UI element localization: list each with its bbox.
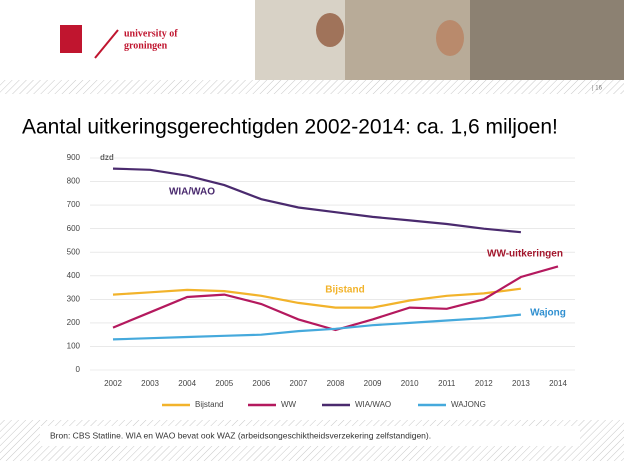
y-tick-label: 700: [67, 200, 81, 209]
chart-title: Aantal uitkeringsgerechtigden 2002-2014:…: [22, 116, 558, 139]
legend-label: WAJONG: [451, 400, 486, 409]
y-tick-label: 400: [67, 271, 81, 280]
x-tick-label: 2014: [549, 379, 567, 388]
logo-shield: [60, 25, 82, 53]
annotation: WIA/WAO: [169, 187, 215, 198]
x-tick-label: 2003: [141, 379, 159, 388]
y-tick-label: 500: [67, 247, 81, 256]
x-tick-label: 2005: [215, 379, 233, 388]
x-tick-label: 2002: [104, 379, 122, 388]
x-tick-label: 2013: [512, 379, 530, 388]
annotation: WW-uitkeringen: [487, 249, 563, 260]
y-tick-label: 100: [67, 342, 81, 351]
x-tick-label: 2009: [364, 379, 382, 388]
annotation: Bijstand: [325, 285, 364, 296]
x-tick-label: 2011: [438, 379, 456, 388]
x-tick-label: 2012: [475, 379, 493, 388]
x-tick-label: 2004: [178, 379, 196, 388]
y-unit: dzd: [100, 153, 114, 162]
x-tick-label: 2010: [401, 379, 419, 388]
y-tick-label: 900: [67, 153, 81, 162]
y-tick-label: 200: [67, 318, 81, 327]
logo-text: university of: [124, 28, 178, 39]
slide: university of groningen | 16 Aantal uitk…: [0, 0, 624, 461]
photo-part: [470, 0, 624, 80]
page: {"slide": {"logo_text": ["university of"…: [0, 0, 624, 461]
legend-label: Bijstand: [195, 400, 223, 409]
source: Bron: CBS Statline. WIA en WAO bevat ook…: [50, 430, 431, 440]
y-tick-label: 800: [67, 177, 81, 186]
legend-label: WW: [281, 400, 297, 409]
logo-text: groningen: [124, 40, 168, 51]
legend-label: WIA/WAO: [355, 400, 391, 409]
x-tick-label: 2006: [252, 379, 270, 388]
annotation: Wajong: [530, 308, 566, 319]
page-number: | 16: [592, 86, 603, 92]
y-tick-label: 0: [76, 365, 81, 374]
photo-person: [316, 13, 344, 47]
y-tick-label: 300: [67, 294, 81, 303]
y-tick-label: 600: [67, 224, 81, 233]
hatch-strip: [0, 80, 624, 94]
photo-person: [436, 20, 464, 56]
x-tick-label: 2008: [327, 379, 345, 388]
x-tick-label: 2007: [290, 379, 308, 388]
header: university of groningen: [0, 0, 624, 80]
